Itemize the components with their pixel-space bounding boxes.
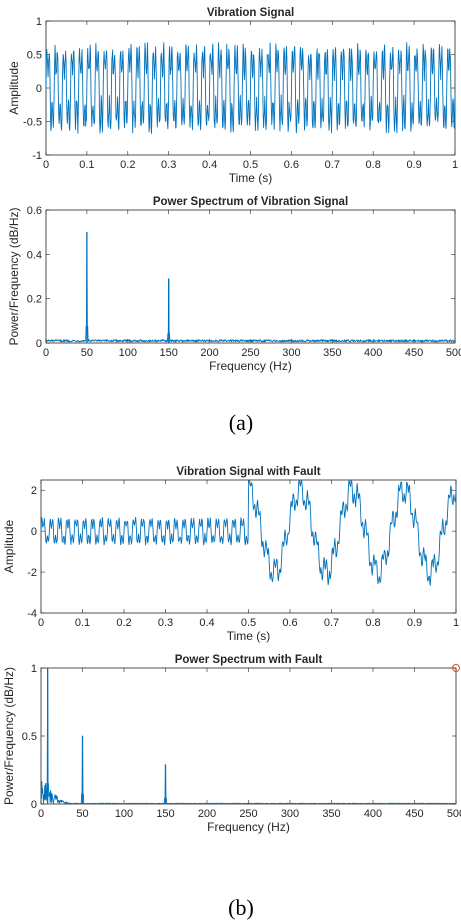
x-tick-label: 350: [323, 347, 341, 359]
power-spectrum-axes: 0 50 100 150 200 250 300 350 400 450 500 0 0.2 0.4 0.6…: [7, 196, 461, 373]
x-tick-label: 300: [282, 347, 300, 359]
x-tick-label: 0.9: [406, 159, 421, 171]
x-tick-label: 1: [452, 159, 458, 171]
x-tick-label: 0.8: [365, 617, 380, 629]
y-tick-label: 0.6: [27, 205, 42, 217]
x-tick-label: 350: [322, 808, 340, 820]
plot-area: [40, 667, 457, 805]
x-tick-label: 450: [405, 808, 423, 820]
x-tick-label: 0.5: [241, 617, 256, 629]
y-tick-label: 0.5: [22, 731, 37, 743]
y-tick-label: 1: [36, 16, 42, 28]
caption-a: (a): [229, 410, 253, 435]
x-tick-label: 50: [81, 347, 93, 359]
x-tick-label: 0.8: [366, 159, 381, 171]
signal-line: [45, 42, 456, 134]
power-spectrum-fault-axes: 0 50 100 150 200 250 300 350 400 450 500 0 0.5 1 Power…: [2, 654, 461, 834]
x-axis-label: Frequency (Hz): [207, 820, 290, 834]
x-tick-label: 150: [156, 808, 174, 820]
y-axis-label: Amplitude: [7, 61, 21, 115]
x-tick-label: 500: [446, 347, 461, 359]
x-tick-label: 100: [119, 347, 137, 359]
x-tick-label: 0.3: [158, 617, 173, 629]
x-tick-label: 0.9: [407, 617, 422, 629]
x-tick-label: 150: [160, 347, 178, 359]
x-tick-label: 0: [43, 159, 49, 171]
y-axis-label: Amplitude: [2, 520, 16, 574]
x-tick-label: 0.7: [324, 617, 339, 629]
x-tick-label: 0: [38, 808, 44, 820]
x-tick-label: 250: [239, 808, 257, 820]
axes-title: Vibration Signal with Fault: [176, 466, 320, 478]
x-tick-label: 200: [200, 347, 218, 359]
y-tick-label: -0.5: [23, 117, 42, 129]
x-tick-label: 0.2: [120, 159, 135, 171]
x-tick-label: 50: [76, 808, 88, 820]
spectrum-line: [40, 667, 457, 805]
axes-title: Vibration Signal: [207, 7, 294, 19]
y-tick-label: 0.5: [27, 50, 42, 62]
x-tick-label: 0.4: [202, 159, 217, 171]
data-marker: [452, 664, 460, 672]
x-tick-label: 0: [43, 347, 49, 359]
x-tick-label: 0.3: [161, 159, 176, 171]
x-tick-label: 0.6: [282, 617, 297, 629]
x-axis-label: Time (s): [227, 629, 271, 643]
y-tick-label: 1: [31, 663, 37, 675]
x-tick-label: 0.5: [243, 159, 258, 171]
x-tick-label: 0: [38, 617, 44, 629]
y-tick-label: 0: [31, 526, 37, 538]
vibration-signal-axes: 0 0.1 0.2 0.3 0.4 0.5 0.6 0.7 0.8 0.9 1 -1 -0.5 0 0.5 1…: [7, 7, 458, 185]
x-tick-label: 200: [198, 808, 216, 820]
x-tick-label: 500: [447, 808, 461, 820]
x-tick-label: 400: [364, 347, 382, 359]
x-tick-label: 1: [453, 617, 459, 629]
x-tick-label: 0.6: [284, 159, 299, 171]
y-tick-label: 0: [31, 799, 37, 811]
y-tick-label: 2: [31, 485, 37, 497]
x-tick-label: 0.1: [79, 159, 94, 171]
x-tick-label: 300: [281, 808, 299, 820]
y-tick-label: 0: [36, 83, 42, 95]
signal-line: [40, 479, 457, 586]
y-tick-label: -1: [32, 150, 42, 162]
y-tick-label: 0.4: [27, 249, 42, 261]
y-tick-label: 0.2: [27, 294, 42, 306]
y-tick-label: 0: [36, 338, 42, 350]
x-tick-label: 0.2: [116, 617, 131, 629]
y-axis-label: Power/Frequency (dB/Hz): [2, 667, 16, 805]
plot-area: [45, 209, 456, 344]
caption-b: (b): [228, 895, 254, 920]
x-tick-label: 450: [405, 347, 423, 359]
y-axis-label: Power/Frequency (dB/Hz): [7, 207, 21, 345]
y-tick-label: -4: [27, 608, 37, 620]
y-tick-label: -2: [27, 567, 37, 579]
axes-title: Power Spectrum with Fault: [175, 654, 323, 666]
spectrum-line: [45, 231, 456, 343]
axes-title: Power Spectrum of Vibration Signal: [153, 196, 348, 208]
x-tick-label: 0.1: [75, 617, 90, 629]
x-axis-label: Time (s): [229, 171, 273, 185]
x-tick-label: 0.4: [199, 617, 214, 629]
vibration-signal-fault-axes: 0 0.1 0.2 0.3 0.4 0.5 0.6 0.7 0.8 0.9 1 -4 -2 0 2 Vibra…: [2, 466, 459, 643]
x-tick-label: 0.7: [325, 159, 340, 171]
x-tick-label: 100: [115, 808, 133, 820]
x-tick-label: 250: [241, 347, 259, 359]
x-tick-label: 400: [364, 808, 382, 820]
x-axis-label: Frequency (Hz): [209, 359, 292, 373]
